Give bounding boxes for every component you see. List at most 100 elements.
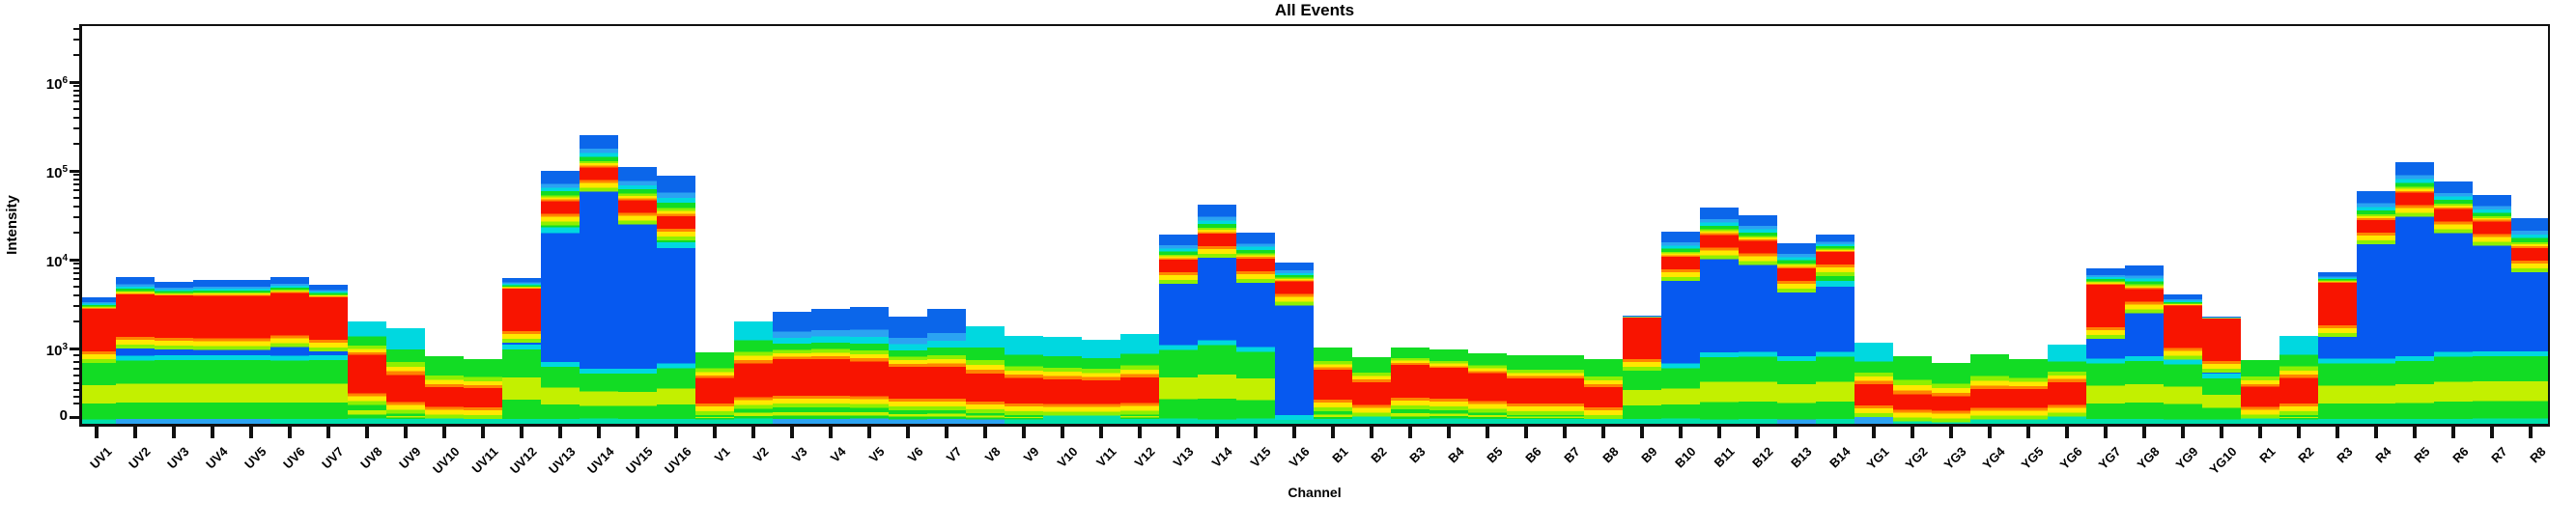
y-minor-tick — [73, 27, 79, 30]
channel-column-V7 — [927, 308, 966, 424]
y-minor-tick — [73, 89, 79, 92]
x-tick — [636, 427, 639, 438]
y-minor-tick — [73, 39, 79, 42]
x-tick — [1215, 427, 1219, 438]
x-tick — [2065, 427, 2069, 438]
channel-column-R8 — [2511, 218, 2548, 424]
x-tick — [2104, 427, 2108, 438]
y-tick-label: 103 — [45, 342, 68, 359]
x-tick — [1949, 427, 1953, 438]
x-tick — [1254, 427, 1258, 438]
channel-column-R2 — [2279, 335, 2318, 424]
channel-column-V2 — [734, 321, 773, 424]
x-tick — [95, 427, 99, 438]
y-minor-tick — [73, 174, 79, 177]
channel-column-V8 — [966, 325, 1005, 424]
y-minor-tick — [73, 116, 79, 119]
x-tick — [2258, 427, 2262, 438]
channel-column-UV13 — [541, 171, 580, 424]
channel-column-B5 — [1468, 352, 1507, 424]
channel-column-V5 — [850, 307, 889, 424]
y-minor-tick — [73, 232, 79, 235]
x-tick — [1447, 427, 1451, 438]
y-minor-tick — [73, 305, 79, 308]
x-tick — [1601, 427, 1605, 438]
x-tick — [1408, 427, 1412, 438]
y-tick-label: 104 — [45, 253, 68, 270]
x-tick — [867, 427, 871, 438]
x-tick — [558, 427, 562, 438]
x-tick — [1640, 427, 1644, 438]
channel-column-V3 — [773, 311, 811, 424]
channel-column-B7 — [1545, 355, 1584, 424]
y-minor-tick — [73, 205, 79, 208]
channel-column-UV11 — [464, 358, 502, 424]
y-minor-tick — [73, 354, 79, 357]
y-minor-tick — [73, 95, 79, 97]
channel-column-YG6 — [2048, 345, 2086, 424]
chart-title: All Events — [1274, 1, 1355, 19]
y-minor-tick — [73, 183, 79, 186]
channel-column-UV14 — [580, 135, 618, 424]
x-tick — [1563, 427, 1567, 438]
channel-column-YG4 — [1970, 353, 2009, 424]
x-tick — [133, 427, 137, 438]
channel-column-UV10 — [425, 355, 464, 424]
y-minor-tick — [73, 320, 79, 323]
channel-column-YG5 — [2009, 358, 2048, 424]
channel-column-YG1 — [1854, 343, 1893, 424]
y-minor-tick — [73, 375, 79, 377]
x-tick — [326, 427, 330, 438]
channel-column-V16 — [1275, 262, 1314, 424]
y-tick-label: 106 — [45, 75, 68, 93]
y-minor-tick — [73, 272, 79, 275]
x-tick — [2529, 427, 2533, 438]
channel-column-YG10 — [2202, 316, 2241, 424]
channel-column-V14 — [1198, 204, 1236, 424]
channel-column-V11 — [1082, 340, 1120, 424]
channel-column-V9 — [1005, 335, 1043, 424]
channel-column-V13 — [1159, 235, 1198, 424]
channel-column-B12 — [1739, 214, 1777, 424]
channel-column-YG3 — [1932, 362, 1970, 424]
x-tick — [1524, 427, 1528, 438]
x-tick — [211, 427, 214, 438]
y-minor-tick — [73, 266, 79, 269]
y-minor-tick — [73, 395, 79, 398]
x-tick — [1756, 427, 1760, 438]
x-tick — [983, 427, 987, 438]
channel-column-B3 — [1391, 347, 1430, 424]
x-tick — [1061, 427, 1064, 438]
y-major-tick — [70, 415, 79, 419]
channel-column-UV8 — [348, 321, 386, 424]
channel-column-B10 — [1661, 232, 1700, 424]
x-tick — [2220, 427, 2223, 438]
x-tick — [1099, 427, 1103, 438]
y-tick-label: 0 — [59, 407, 68, 424]
y-minor-tick — [73, 178, 79, 181]
x-tick — [674, 427, 678, 438]
channel-column-R1 — [2241, 360, 2279, 424]
channel-column-B8 — [1584, 358, 1623, 424]
channel-column-V12 — [1120, 334, 1159, 424]
x-tick — [790, 427, 794, 438]
channel-column-R7 — [2473, 195, 2511, 424]
channel-column-B1 — [1314, 347, 1352, 424]
x-tick — [713, 427, 717, 438]
x-tick — [1833, 427, 1837, 438]
channel-column-UV3 — [155, 282, 193, 424]
channel-column-V15 — [1236, 233, 1275, 424]
x-tick — [1138, 427, 1142, 438]
x-tick — [2142, 427, 2146, 438]
channel-column-UV7 — [309, 285, 348, 424]
x-tick — [2335, 427, 2339, 438]
channel-column-YG2 — [1893, 355, 1932, 424]
y-major-tick — [70, 80, 79, 84]
x-tick — [829, 427, 833, 438]
x-tick — [1292, 427, 1296, 438]
channel-column-UV1 — [82, 296, 116, 424]
x-tick — [1370, 427, 1373, 438]
channel-column-YG7 — [2086, 267, 2125, 424]
channel-column-B2 — [1352, 357, 1391, 424]
